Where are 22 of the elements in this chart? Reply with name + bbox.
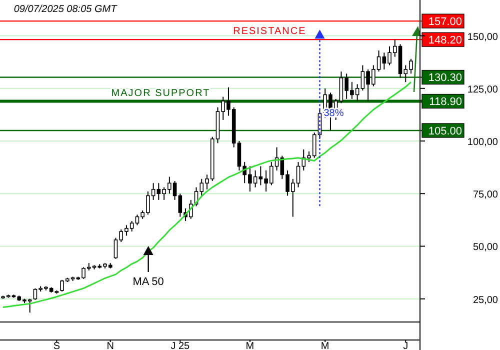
annotation: 09/07/2025 08:05 GMT	[14, 4, 118, 15]
x-tick-label: N	[106, 341, 114, 350]
x-tick-label: M	[320, 341, 330, 350]
ref-line-label: 148.20	[428, 34, 462, 47]
ref-line-label: 157.00	[428, 16, 462, 28]
y-tick-label: 75,00	[472, 190, 498, 201]
x-tick-label: J 25	[170, 341, 190, 350]
y-tick-label: 50,00	[472, 242, 498, 254]
ref-line-label: 130.30	[428, 72, 462, 84]
y-tick-label: 25,00	[472, 294, 498, 306]
annotation: RESISTANCE	[233, 26, 306, 38]
line-series	[2, 81, 412, 308]
x-tick-label: J	[403, 341, 408, 350]
y-tick-label: 125,00	[467, 84, 498, 96]
annotation: MAJOR SUPPORT	[111, 88, 210, 100]
y-tick-label: 100,00	[467, 137, 498, 148]
ref-line-label: 118.90	[429, 96, 462, 108]
x-tick-label: M	[246, 341, 254, 350]
y-tick-label: 150,00	[467, 32, 498, 43]
ref-line-label: 105.00	[428, 125, 462, 138]
legend-label: MA 50	[132, 276, 164, 288]
x-tick-label: S	[53, 341, 60, 350]
